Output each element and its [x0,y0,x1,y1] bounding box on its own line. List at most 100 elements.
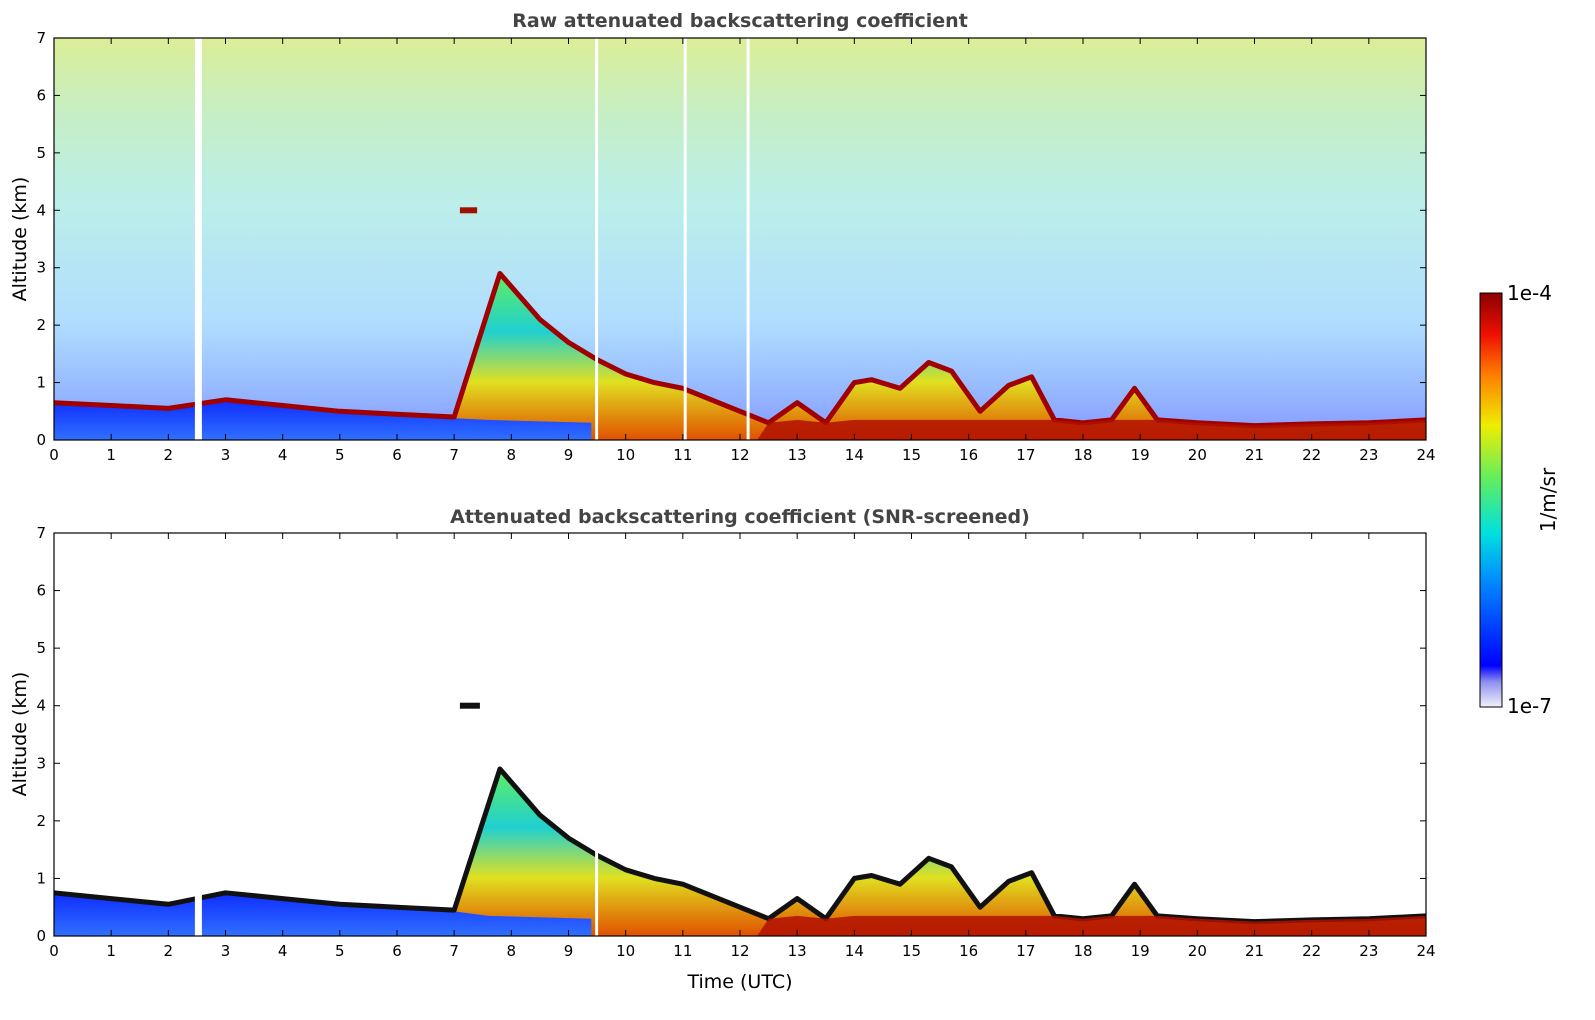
cloud-layer [459,207,478,214]
x-tick-label: 1 [106,446,116,464]
y-tick-label: 1 [36,869,46,887]
x-tick-label: 16 [959,446,978,464]
y-tick-label: 3 [36,754,46,772]
x-tick-label: 14 [845,942,864,960]
x-tick-label: 8 [507,942,517,960]
y-tick-label: 0 [36,431,46,449]
boundary-layer-top-line [54,766,1426,925]
x-tick-label: 22 [1302,446,1321,464]
colorbar-unit-label: 1/m/sr [1536,467,1560,532]
x-tick-label: 17 [1016,446,1035,464]
x-tick-label: 24 [1416,446,1435,464]
raw-backscatter-panel: Raw attenuated backscattering coefficien… [9,10,1436,464]
x-tick-label: 3 [221,446,231,464]
x-tick-label: 9 [564,446,574,464]
x-tick-label: 15 [902,446,921,464]
x-axis: 0 1 2 3 4 5 6 7 8 9 10 11 12 13 14 15 16 17 18 19 20 21 22 23 24 [49,533,1436,960]
x-tick-label: 19 [1131,942,1150,960]
x-tick-label: 13 [788,446,807,464]
y-tick-label: 0 [36,927,46,945]
x-tick-label: 0 [49,446,59,464]
data-gap [746,38,750,440]
data-gap [194,38,202,440]
x-tick-label: 1 [106,942,116,960]
x-tick-label: 24 [1416,942,1435,960]
x-tick-label: 9 [564,942,574,960]
snr-screened-panel: Attenuated backscattering coefficient (S… [9,506,1436,993]
chart-title: Attenuated backscattering coefficient (S… [450,506,1030,528]
y-tick-label: 5 [36,639,46,657]
y-tick-label: 6 [36,582,46,600]
x-tick-label: 6 [392,446,402,464]
x-tick-label: 7 [449,942,459,960]
x-tick-label: 5 [335,942,345,960]
colorbar-max-label: 1e-4 [1507,281,1552,305]
x-tick-label: 12 [730,446,749,464]
boundary-layer-top-line [54,271,1426,429]
x-tick-label: 3 [221,942,231,960]
x-tick-label: 10 [616,446,635,464]
signal-layers [54,533,1426,936]
x-tick-label: 23 [1359,446,1378,464]
y-tick-label: 7 [36,29,46,47]
x-tick-label: 14 [845,446,864,464]
x-tick-label: 21 [1245,942,1264,960]
y-axis-label: Altitude (km) [9,177,31,302]
x-tick-label: 11 [673,942,692,960]
x-tick-label: 7 [449,446,459,464]
aerosol-layer [54,401,592,440]
near-ground-signal [757,915,1426,936]
x-tick-label: 20 [1188,942,1207,960]
plot-background [54,533,1426,936]
x-tick-label: 18 [1073,942,1092,960]
plot-area [54,38,1426,440]
data-gap [683,38,687,440]
y-tick-label: 6 [36,86,46,104]
aerosol-layer [54,895,592,936]
colorbar: 1e-4 1e-7 1/m/sr [1479,281,1560,718]
x-tick-label: 4 [278,942,288,960]
x-tick-label: 12 [730,942,749,960]
y-tick-label: 4 [36,201,46,219]
x-tick-label: 10 [616,942,635,960]
x-tick-label: 20 [1188,446,1207,464]
x-tick-label: 13 [788,942,807,960]
x-tick-label: 16 [959,942,978,960]
data-gap [595,38,599,440]
x-tick-label: 6 [392,942,402,960]
x-tick-label: 11 [673,446,692,464]
x-tick-label: 5 [335,446,345,464]
y-tick-label: 3 [36,259,46,277]
x-tick-label: 2 [164,446,174,464]
signal-layers [54,38,1426,440]
y-tick-label: 4 [36,697,46,715]
chart-title: Raw attenuated backscattering coefficien… [512,10,968,32]
colorbar-min-label: 1e-7 [1507,694,1552,718]
x-tick-label: 4 [278,446,288,464]
y-tick-label: 1 [36,374,46,392]
y-tick-label: 7 [36,524,46,542]
data-gap [595,533,599,936]
y-tick-label: 2 [36,812,46,830]
y-axis-label: Altitude (km) [9,672,31,797]
x-tick-label: 19 [1131,446,1150,464]
y-axis: 0 1 2 3 4 5 6 7 [36,524,1426,945]
x-axis: 0 1 2 3 4 5 6 7 8 9 10 11 12 13 14 15 16 17 18 19 20 21 22 23 24 [49,38,1436,464]
colorbar-gradient [1479,292,1503,708]
noise-background [54,38,1426,440]
y-tick-label: 2 [36,316,46,334]
near-ground-signal [757,419,1426,440]
data-gap [194,533,202,936]
x-tick-label: 23 [1359,942,1378,960]
x-axis-label: Time (UTC) [686,971,792,993]
x-tick-label: 2 [164,942,174,960]
y-tick-label: 5 [36,144,46,162]
plot-area [54,533,1426,936]
x-tick-label: 17 [1016,942,1035,960]
y-axis: 0 1 2 3 4 5 6 7 [36,29,1426,449]
x-tick-label: 22 [1302,942,1321,960]
cloud-layer [459,702,480,709]
x-tick-label: 15 [902,942,921,960]
x-tick-label: 21 [1245,446,1264,464]
